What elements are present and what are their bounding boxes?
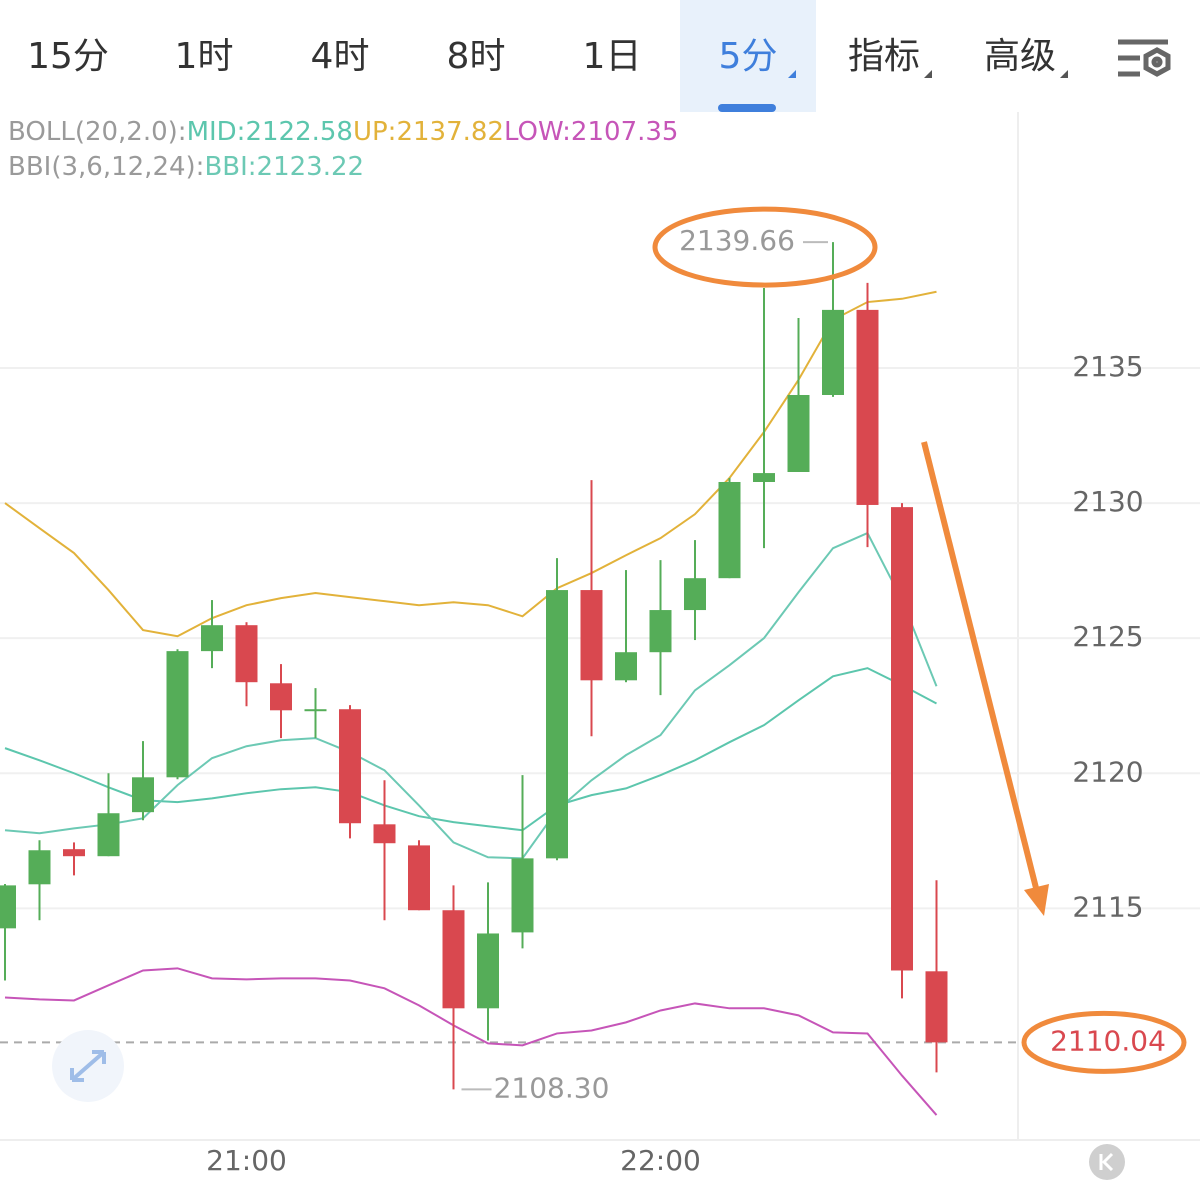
highlight-circle: [1021, 1010, 1187, 1074]
tab[interactable]: 指标: [848, 36, 920, 77]
candle-body: [339, 709, 361, 824]
active-tab-indicator: [718, 104, 776, 112]
candle-body: [925, 971, 948, 1043]
tab-dropdown-mark: [788, 70, 796, 78]
y-tick-label: 2115: [1072, 890, 1143, 923]
last-price-label: 2110.04: [1050, 1024, 1166, 1057]
y-tick-label: 2135: [1072, 350, 1143, 383]
tab-dropdown-mark: [924, 70, 932, 78]
tab-bar: 15分 1时 4时 8时 1日 5分 指标 高级: [27, 0, 1068, 112]
indicator-legend: BOLL(20,2.0):MID:2122.58UP:2137.82LOW:21…: [8, 117, 678, 147]
candle-body: [856, 309, 879, 505]
candle-body: [442, 910, 465, 1009]
candle-body: [477, 933, 499, 1009]
trend-arrowhead: [1024, 884, 1049, 916]
expand-button[interactable]: [52, 1030, 124, 1102]
legend-item: BBI:2123.22: [204, 152, 364, 182]
tab[interactable]: 4时: [311, 36, 370, 77]
indicator-line: [4, 290, 937, 638]
low-label: 2108.30: [494, 1071, 610, 1104]
legend-item: UP:2137.82: [353, 117, 504, 147]
highlight-circle: [652, 206, 878, 288]
tab-dropdown-mark: [1060, 70, 1068, 78]
tab[interactable]: 15分: [27, 36, 109, 77]
candle-body: [787, 394, 810, 472]
tab[interactable]: 1日: [583, 36, 642, 77]
candle-body: [649, 610, 672, 653]
legend-item: MID:2122.58: [187, 117, 353, 147]
candle-body: [132, 777, 154, 813]
candle-body: [753, 473, 775, 482]
candle-body: [201, 625, 223, 652]
plot: 2115 2120 2125 2130 2135 21:00 22:00 BOLL(20,2.…: [0, 117, 1200, 1177]
y-tick-label: 2125: [1072, 620, 1143, 653]
tab[interactable]: 8时: [447, 36, 506, 77]
legend-item: BOLL(20,2.0):: [8, 117, 187, 147]
candle-body: [270, 683, 292, 711]
candle-body: [580, 590, 603, 681]
tab[interactable]: 1时: [175, 36, 234, 77]
tab[interactable]: 高级: [984, 36, 1056, 77]
candle-body: [615, 652, 637, 681]
x-tick-label: 21:00: [206, 1144, 287, 1177]
x-tick-label: 22:00: [620, 1144, 701, 1177]
candle-body: [0, 885, 16, 929]
candle-body: [718, 481, 741, 579]
candle-body: [373, 824, 396, 844]
candle-body: [304, 709, 327, 712]
trend-arrow: [921, 441, 1039, 889]
candle-body: [511, 858, 534, 933]
indicator-line: [4, 531, 938, 860]
legend-item: LOW:2107.35: [504, 117, 678, 147]
candle-body: [166, 651, 189, 778]
candle-body: [684, 578, 706, 611]
candle-body: [63, 849, 85, 857]
candle-body: [28, 850, 51, 885]
indicator-line: [4, 967, 938, 1116]
legend-item: BBI(3,6,12,24):: [8, 152, 204, 182]
candle-body: [97, 813, 120, 857]
scroll-end-button[interactable]: [1089, 1144, 1125, 1180]
price-tag: [1040, 1022, 1176, 1063]
candle-body: [891, 507, 913, 971]
indicator-legend: BBI(3,6,12,24):BBI:2123.22: [8, 152, 364, 182]
candle-body: [235, 625, 258, 683]
y-tick-label: 2120: [1072, 755, 1143, 788]
active-tab-bg: [680, 0, 816, 112]
tab[interactable]: 5分: [719, 36, 778, 77]
candle-body: [546, 590, 568, 859]
candle-body: [822, 309, 844, 395]
candle-body: [408, 845, 430, 911]
y-tick-label: 2130: [1072, 485, 1143, 518]
settings-icon[interactable]: [1118, 39, 1171, 77]
high-label: 2139.66: [679, 224, 795, 257]
